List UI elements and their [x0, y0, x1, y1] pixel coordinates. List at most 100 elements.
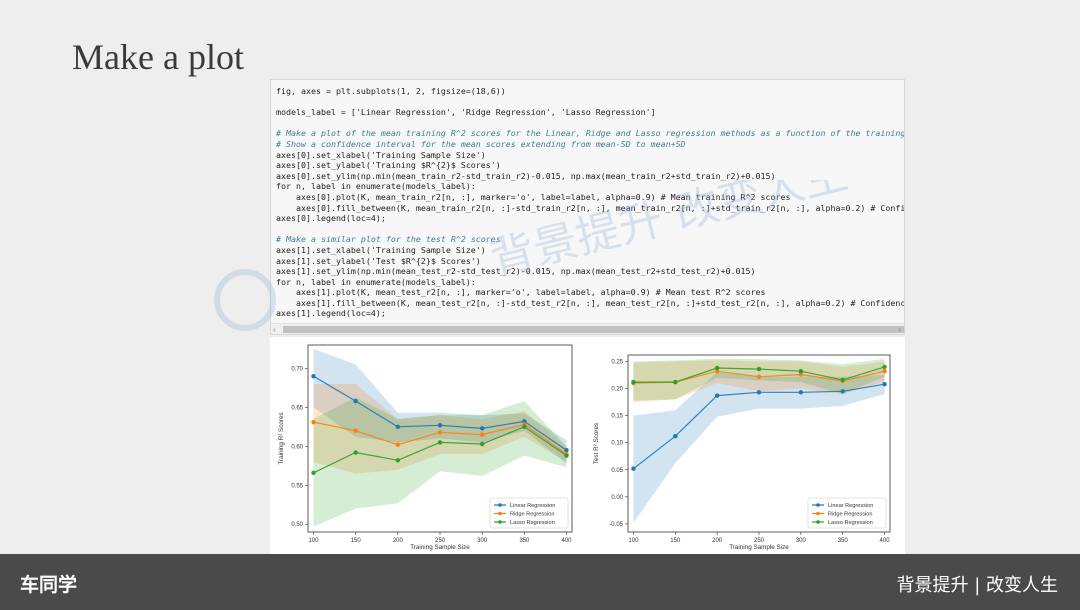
- y-tick-label: 0.65: [291, 405, 303, 411]
- legend-label: Lasso Regression: [828, 520, 873, 526]
- data-point: [798, 372, 804, 377]
- x-tick-label: 350: [838, 538, 849, 544]
- code-line: models_label = ['Linear Regression', 'Ri…: [276, 107, 656, 118]
- x-tick-label: 100: [628, 538, 639, 544]
- legend-label: Linear Regression: [510, 503, 555, 509]
- code-line: axes[0].set_ylim(np.min(mean_train_r2-st…: [276, 170, 776, 181]
- x-tick-label: 150: [351, 538, 362, 544]
- legend-box: [489, 497, 569, 529]
- horizontal-scrollbar[interactable]: ‹ ›: [271, 323, 904, 334]
- code-cell[interactable]: fig, axes = plt.subplots(1, 2, figsize=(…: [270, 79, 905, 335]
- x-tick-label: 100: [308, 538, 319, 544]
- y-tick-label: 0.55: [291, 483, 303, 489]
- data-point: [437, 430, 443, 435]
- data-point: [840, 389, 845, 394]
- data-point: [882, 369, 887, 374]
- x-tick-label: 350: [519, 538, 530, 544]
- code-lines: fig, axes = plt.subplots(1, 2, figsize=(…: [276, 86, 905, 319]
- legend-marker: [498, 503, 502, 507]
- legend-label: Linear Regression: [828, 503, 873, 509]
- data-point: [756, 374, 762, 379]
- data-point: [631, 379, 636, 385]
- data-point: [437, 423, 443, 428]
- code-line: axes[1].legend(loc=4);: [276, 308, 386, 319]
- data-point: [564, 453, 569, 458]
- code-line: axes[0].plot(K, mean_train_r2[n, :], mar…: [276, 191, 791, 202]
- data-point: [479, 432, 485, 437]
- code-line: for n, label in enumerate(models_label):: [276, 181, 476, 192]
- data-point: [353, 450, 358, 455]
- scrollbar-thumb[interactable]: [283, 326, 904, 333]
- data-point: [564, 447, 569, 453]
- y-tick-label: 0.50: [291, 522, 303, 528]
- legend-marker: [816, 520, 820, 524]
- x-tick-label: 250: [435, 538, 446, 544]
- code-comment-line: # Make a similar plot for the test R^2 s…: [276, 234, 501, 245]
- data-point: [353, 428, 358, 433]
- code-comment-line: # Show a confidence interval for the mea…: [276, 138, 686, 149]
- data-point: [395, 424, 401, 430]
- data-point: [437, 440, 443, 445]
- code-line: axes[0].fill_between(K, mean_train_r2[n,…: [276, 202, 905, 213]
- x-tick-label: 150: [670, 538, 681, 544]
- y-tick-label: 0.05: [611, 468, 623, 474]
- data-point: [798, 369, 804, 374]
- confidence-band: [633, 372, 885, 523]
- y-tick-label: 0.10: [611, 441, 623, 447]
- confidence-band: [313, 384, 567, 474]
- x-axis-label: Training Sample Size: [729, 544, 789, 551]
- y-axis-label: Training R² Scores: [278, 412, 285, 464]
- code-comment-line: # Make a plot of the mean training R^2 s…: [276, 128, 905, 139]
- data-point: [395, 442, 401, 447]
- y-tick-label: -0.05: [609, 522, 623, 528]
- footer-slogan: 背景提升 | 改变人生: [896, 575, 1058, 596]
- data-point: [522, 424, 527, 430]
- data-point: [756, 366, 762, 372]
- slide-title: Make a plot: [72, 37, 244, 77]
- legend-label: Ridge Regression: [510, 512, 554, 518]
- legend-label: Lasso Regression: [510, 520, 555, 526]
- code-line: axes[1].plot(K, mean_test_r2[n, :], mark…: [276, 287, 766, 298]
- data-point: [673, 433, 678, 439]
- confidence-band: [633, 358, 885, 401]
- data-point: [631, 466, 636, 471]
- legend-box: [807, 497, 887, 529]
- data-point: [522, 419, 527, 424]
- legend-marker: [498, 511, 502, 516]
- code-line: axes[0].set_ylabel('Training $R^{2}$ Sco…: [276, 160, 501, 171]
- legend-marker: [498, 520, 502, 524]
- y-tick-label: 0.25: [611, 359, 623, 365]
- data-point: [798, 390, 804, 395]
- data-point: [479, 426, 485, 431]
- x-tick-label: 400: [562, 538, 573, 544]
- training-r2-chart: 100 150 200 250 300 350 400 0.50 0.55 0.60 0.65 0.7…: [278, 344, 573, 551]
- code-line: axes[1].set_xlabel('Training Sample Size…: [276, 244, 486, 255]
- code-line: axes[0].legend(loc=4);: [276, 213, 386, 224]
- x-tick-label: 300: [477, 538, 488, 544]
- x-tick-label: 400: [880, 538, 891, 544]
- data-point: [311, 373, 316, 379]
- y-tick-label: 0.00: [611, 495, 623, 501]
- legend-marker: [816, 511, 820, 516]
- x-tick-label: 200: [712, 538, 723, 544]
- data-point: [882, 364, 887, 370]
- data-point: [311, 419, 316, 425]
- y-axis-label: Test R² Scores: [593, 423, 600, 464]
- y-tick-label: 0.70: [291, 366, 303, 372]
- scroll-right-icon[interactable]: ›: [898, 325, 901, 334]
- footer-bar: 车同学 背景提升 | 改变人生: [0, 554, 1080, 610]
- legend-label: Ridge Regression: [828, 512, 872, 518]
- data-point: [353, 398, 358, 404]
- x-tick-label: 200: [393, 538, 404, 544]
- code-line: axes[1].set_ylabel('Test $R^{2}$ Scores'…: [276, 255, 481, 266]
- footer-brand: 车同学: [20, 574, 78, 596]
- data-point: [673, 379, 678, 385]
- legend-marker: [816, 503, 820, 507]
- scroll-left-icon[interactable]: ‹: [273, 325, 276, 334]
- x-tick-label: 300: [796, 538, 807, 544]
- plot-output: 100 150 200 250 300 350 400 0.50 0.55 0.60 0.65 0.7…: [270, 337, 905, 554]
- code-line: axes[1].fill_between(K, mean_test_r2[n, …: [276, 297, 905, 308]
- data-point: [714, 393, 720, 398]
- data-point: [714, 369, 720, 374]
- test-r2-chart: 100 150 200 250 300 350 400 -0.05 0.00 0.05 0.10 0.…: [593, 354, 891, 551]
